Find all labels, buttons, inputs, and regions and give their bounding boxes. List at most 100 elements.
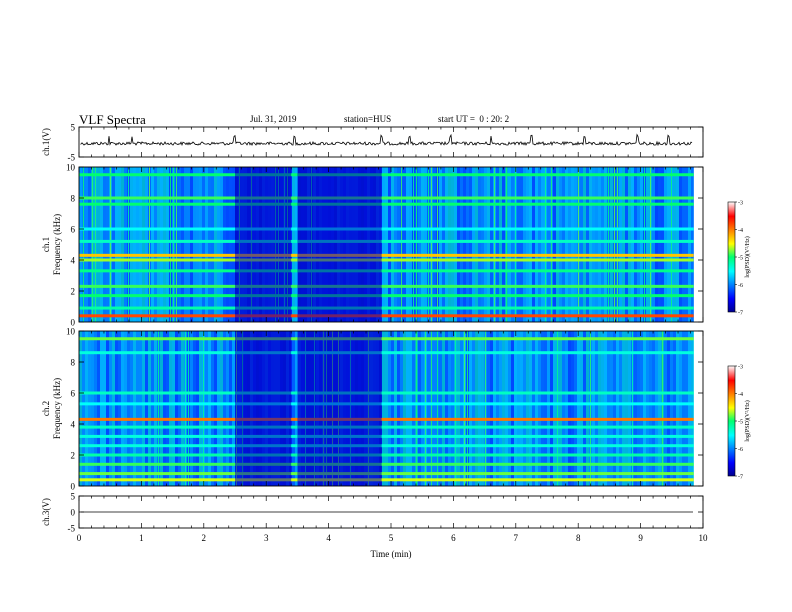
spectrogram-column — [148, 331, 151, 486]
spectrogram-impulse — [650, 167, 651, 322]
spectrogram-column — [658, 167, 661, 322]
spectrogram-column — [526, 331, 529, 486]
spectrogram-column — [592, 167, 595, 322]
spectrogram-column — [478, 331, 481, 486]
spectrogram-column — [583, 331, 586, 486]
colorbar-tick-label: -5 — [738, 420, 743, 426]
spectrogram-column — [400, 331, 403, 486]
spectrogram-column — [97, 167, 100, 322]
spectrogram-band — [79, 351, 694, 355]
spectrogram-impulse — [188, 331, 189, 486]
spectrogram-column — [391, 331, 394, 486]
spectrogram-impulse — [455, 331, 456, 486]
spectrogram-column — [568, 167, 571, 322]
spectrogram-column — [166, 167, 169, 322]
spectrogram-band — [79, 294, 694, 298]
spectrogram-column — [193, 167, 196, 322]
y-axis-label: ch.1 — [41, 237, 51, 252]
spectrogram-column — [688, 331, 691, 486]
spectrogram-column — [580, 167, 583, 322]
spectrogram-column — [559, 167, 562, 322]
spectrogram-column — [535, 331, 538, 486]
spectrogram-column — [589, 167, 592, 322]
spectrogram-column — [118, 331, 121, 486]
spectrogram-column — [223, 167, 226, 322]
y-tick-label: 6 — [71, 389, 76, 399]
spectrogram-band — [79, 239, 694, 243]
spectrogram-column — [118, 167, 121, 322]
y-tick-label: 8 — [71, 358, 76, 368]
spectrogram-column — [406, 167, 409, 322]
spectrogram-column — [91, 331, 94, 486]
spectrogram-column — [469, 331, 472, 486]
spectrogram-column — [583, 167, 586, 322]
colorbar-tick-label: -6 — [738, 447, 743, 453]
y-tick-label: 4 — [71, 256, 76, 266]
spectrogram-column — [292, 167, 295, 322]
spectrogram-column — [133, 167, 136, 322]
spectrogram-impulse — [464, 331, 465, 486]
spectrogram-column — [214, 331, 217, 486]
spectrogram-column — [547, 331, 550, 486]
spectrogram-impulse — [401, 167, 402, 322]
spectrogram-column — [595, 331, 598, 486]
spectrogram-column — [487, 167, 490, 322]
y-axis-label: ch.2 — [41, 401, 51, 416]
spectrogram-band — [79, 402, 694, 406]
spectrogram-column — [610, 331, 613, 486]
spectrogram-column — [520, 167, 523, 322]
spectrogram-column — [598, 331, 601, 486]
spectrogram-column — [682, 167, 685, 322]
spectrogram-column — [85, 167, 88, 322]
spectrogram-column — [691, 167, 694, 322]
spectrogram-column — [454, 167, 457, 322]
spectrogram-column — [628, 167, 631, 322]
colorbar-tick-label: -5 — [738, 256, 743, 262]
y-tick-label: 2 — [71, 451, 76, 461]
spectrogram-column — [211, 167, 214, 322]
spectrogram-column — [229, 331, 232, 486]
spectrogram-band — [79, 269, 694, 273]
spectrogram-column — [553, 167, 556, 322]
y-tick-label: 5 — [71, 492, 76, 502]
spectrogram-impulse — [437, 167, 438, 322]
spectrogram-column — [136, 167, 139, 322]
spectrogram-column — [160, 331, 163, 486]
spectrogram-column — [460, 331, 463, 486]
colorbar-label: log(PSD)(V²/Hz) — [744, 400, 751, 441]
spectrogram-column — [103, 331, 106, 486]
spectrogram-column — [421, 331, 424, 486]
panel-ch1-spectrogram: -3 -4 -5 -6 -7 log(PSD)(V²/Hz) 0 2 4 6 8 10 ch.1 Freq… — [41, 163, 751, 328]
date-label: Jul. 31, 2019 — [250, 114, 297, 124]
spectrogram-band — [79, 434, 694, 438]
x-tick-label: 10 — [699, 533, 709, 543]
spectrogram-column — [214, 167, 217, 322]
spectrogram-column — [547, 167, 550, 322]
spectrogram-column — [625, 331, 628, 486]
spectrogram-impulse — [578, 167, 579, 322]
spectrogram-column — [133, 331, 136, 486]
spectrogram-impulse — [608, 167, 609, 322]
spectrogram-column — [412, 331, 415, 486]
spectrogram-column — [502, 167, 505, 322]
spectrogram-column — [208, 331, 211, 486]
spectrogram-column — [130, 167, 133, 322]
spectrogram-column — [115, 331, 118, 486]
spectrogram-column — [628, 331, 631, 486]
spectrogram-column — [196, 167, 199, 322]
spectrogram-column — [496, 167, 499, 322]
spectrogram-column — [457, 167, 460, 322]
spectrogram-column — [652, 167, 655, 322]
spectrogram-column — [97, 331, 100, 486]
spectrogram-column — [667, 167, 670, 322]
spectrogram-band — [79, 284, 694, 288]
spectrogram-band — [79, 258, 694, 262]
spectrogram-column — [580, 331, 583, 486]
waveform-line — [80, 133, 693, 147]
spectrogram-column — [121, 167, 124, 322]
spectrogram-column — [88, 167, 91, 322]
spectrogram-column — [640, 167, 643, 322]
spectrogram-column — [421, 167, 424, 322]
x-tick-label: 0 — [77, 533, 82, 543]
spectrogram-column — [199, 331, 202, 486]
